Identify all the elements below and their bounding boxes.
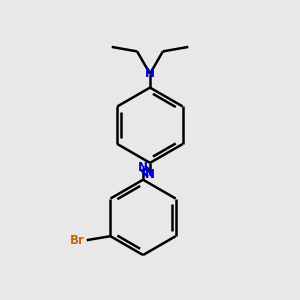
Text: N: N: [145, 168, 155, 181]
Text: Br: Br: [70, 234, 85, 247]
Text: N: N: [145, 67, 155, 80]
Text: N: N: [138, 161, 148, 174]
